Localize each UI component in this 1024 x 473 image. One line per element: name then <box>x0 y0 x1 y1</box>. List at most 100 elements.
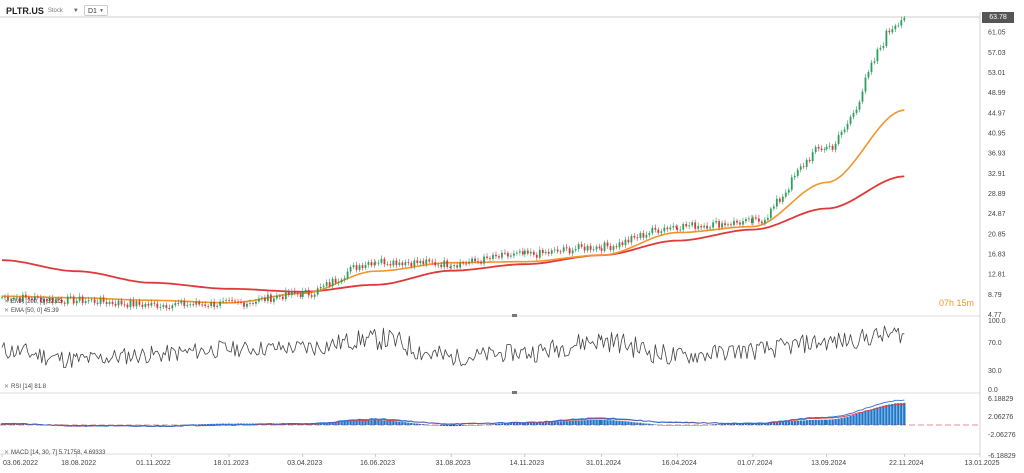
rsi-line <box>1 325 905 369</box>
exchange-label: Stock <box>47 8 63 14</box>
candle <box>676 227 679 230</box>
candle <box>553 249 556 251</box>
legend-ema50[interactable]: ✕ EMA [50, 0] 45.39 <box>4 307 59 314</box>
candle <box>195 301 198 305</box>
resize-handle[interactable] <box>512 391 517 394</box>
candle <box>301 291 304 297</box>
candle <box>657 229 660 233</box>
candle <box>453 265 456 267</box>
close-icon[interactable]: ✕ <box>4 308 10 314</box>
candle <box>120 300 123 305</box>
last-price-badge: 63.78 <box>982 12 1014 23</box>
macd-bar <box>720 424 724 425</box>
macd-bar <box>586 420 589 425</box>
candle <box>700 226 703 228</box>
candle <box>897 25 900 27</box>
macd-axis-tick: 2.06276 <box>988 414 1013 421</box>
candle <box>75 300 78 304</box>
candle <box>459 262 462 268</box>
candle <box>216 305 219 307</box>
candle <box>192 304 195 306</box>
candle <box>790 177 793 190</box>
close-icon[interactable]: ✕ <box>4 450 10 456</box>
macd-bar <box>769 422 773 425</box>
candle <box>307 290 310 296</box>
candle <box>334 278 337 283</box>
candle <box>111 301 114 304</box>
timeframe-select[interactable]: D1 ▼ <box>84 5 108 16</box>
macd-bar <box>422 424 425 425</box>
macd-bar <box>732 423 736 425</box>
candle <box>507 253 509 257</box>
timeframe-label: D1 <box>88 8 97 15</box>
macd-bar <box>861 412 864 425</box>
macd-bar <box>615 420 618 425</box>
candle <box>404 262 407 266</box>
candle <box>141 304 144 307</box>
candle <box>633 236 636 238</box>
close-icon[interactable]: ✕ <box>4 299 10 305</box>
candle <box>51 298 54 303</box>
macd-bar <box>565 421 568 425</box>
close-icon[interactable]: ✕ <box>4 384 10 390</box>
macd-bar <box>370 420 373 425</box>
macd-bar <box>461 425 465 426</box>
macd-bar <box>879 406 882 425</box>
candle <box>87 300 90 302</box>
candle <box>538 249 541 258</box>
candle-countdown: 07h 15m <box>938 298 974 308</box>
macd-bar <box>556 421 559 425</box>
candle <box>410 262 413 267</box>
candle <box>270 294 272 302</box>
candle <box>840 131 843 136</box>
macd-bar <box>867 410 870 425</box>
candle <box>413 260 416 267</box>
macd-bar <box>894 403 897 425</box>
candle <box>69 296 72 298</box>
candle <box>78 296 81 301</box>
candle <box>313 294 316 297</box>
candle <box>284 291 287 300</box>
price-axis-tick: 8.79 <box>988 292 1002 299</box>
candle <box>225 300 227 301</box>
candle <box>825 146 828 150</box>
legend-macd[interactable]: ✕ MACD [14, 30, 7] 5.71758, 4.69333 <box>4 449 105 456</box>
x-axis-tick: 03.04.2023 <box>287 460 322 467</box>
price-axis-tick: 12.81 <box>988 272 1006 279</box>
symbol-dropdown-icon[interactable]: ▼ <box>72 8 79 14</box>
candle <box>755 217 757 219</box>
candle <box>343 278 346 280</box>
macd-bar <box>352 420 355 425</box>
candle <box>760 221 763 224</box>
macd-bar <box>864 411 867 425</box>
macd-bar <box>648 423 651 425</box>
macd-bar <box>404 422 407 425</box>
candle <box>340 279 343 283</box>
candle <box>651 227 654 234</box>
candle <box>316 288 319 295</box>
candle <box>261 297 263 299</box>
legend-rsi[interactable]: ✕ RSI [14] 81.8 <box>4 383 46 390</box>
macd-bar <box>787 421 790 425</box>
candle <box>495 254 497 257</box>
legend-ema200[interactable]: ✕ EMA [200, 0] 32.23 <box>4 298 62 305</box>
candle <box>389 264 392 266</box>
candle <box>550 250 553 254</box>
macd-bar <box>708 424 712 426</box>
candle <box>501 252 503 258</box>
macd-bar <box>747 423 751 425</box>
candle <box>630 236 633 243</box>
macd-bar <box>891 404 894 425</box>
candle <box>486 256 488 259</box>
candle <box>751 218 753 224</box>
candle <box>462 262 465 264</box>
resize-handle[interactable] <box>512 314 517 317</box>
macd-bar <box>500 423 504 425</box>
macd-bar <box>129 425 132 426</box>
macd-bar <box>523 422 527 425</box>
candle <box>642 233 645 238</box>
macd-bar <box>518 422 522 425</box>
candle <box>727 224 729 226</box>
macd-bar <box>177 424 180 426</box>
